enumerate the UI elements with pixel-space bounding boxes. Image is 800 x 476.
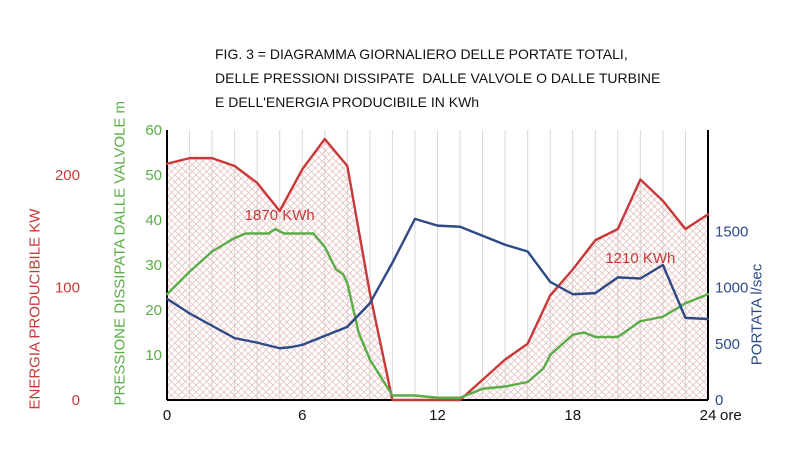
flow-tick-label: 1000 [715, 280, 748, 297]
flow-tick-label: 0 [715, 392, 723, 409]
pressure-tick-label: 60 [145, 122, 162, 139]
x-tick-label: 18 [564, 407, 581, 424]
series-lines [165, 137, 710, 402]
chart-title-line-3: E DELL'ENERGIA PRODUCIBILE IN KWh [215, 94, 480, 110]
pressure-tick-label: 30 [145, 257, 162, 274]
annotations: 1870 KWh 1210 KWh [245, 207, 676, 267]
energy-tick-label: 0 [72, 392, 80, 409]
pressure-axis-label: PRESSIONE DISSIPATA DALLE VALVOLE m [111, 100, 129, 406]
energy-series-line [165, 137, 710, 402]
energy-tick-label: 200 [55, 167, 80, 184]
flow-series-line [165, 217, 710, 350]
pressure-tick-label: 10 [145, 347, 162, 364]
flow-tick-label: 1500 [715, 223, 748, 240]
pressure-tick-label: 40 [145, 212, 162, 229]
x-tick-label: 6 [298, 407, 306, 424]
chart-title-line-1: FIG. 3 = DIAGRAMMA GIORNALIERO DELLE POR… [215, 46, 628, 62]
energy-axis-label: ENERGIA PRODUCIBILE KW [26, 208, 44, 410]
x-axis-label: ore [720, 407, 742, 424]
x-tick-label: 0 [163, 407, 171, 424]
tick-labels: 0 6 12 18 24 ore01002001020304050600500100015… [55, 122, 748, 424]
pressure-tick-label: 20 [145, 302, 162, 319]
energy-tick-label: 100 [55, 280, 80, 297]
flow-axis-label: PORTATA l/sec [748, 263, 766, 366]
pressure-series-line [165, 227, 710, 399]
energy-total-annotation: 1870 KWh [245, 207, 315, 224]
energy-total-annotation: 1210 KWh [605, 250, 675, 267]
x-tick-label: 12 [429, 407, 446, 424]
chart-title-line-2: DELLE PRESSIONI DISSIPATE DALLE VALVOLE … [215, 70, 661, 86]
x-tick-label: 24 [700, 407, 717, 424]
flow-tick-label: 500 [715, 336, 740, 353]
pressure-tick-label: 50 [145, 167, 162, 184]
